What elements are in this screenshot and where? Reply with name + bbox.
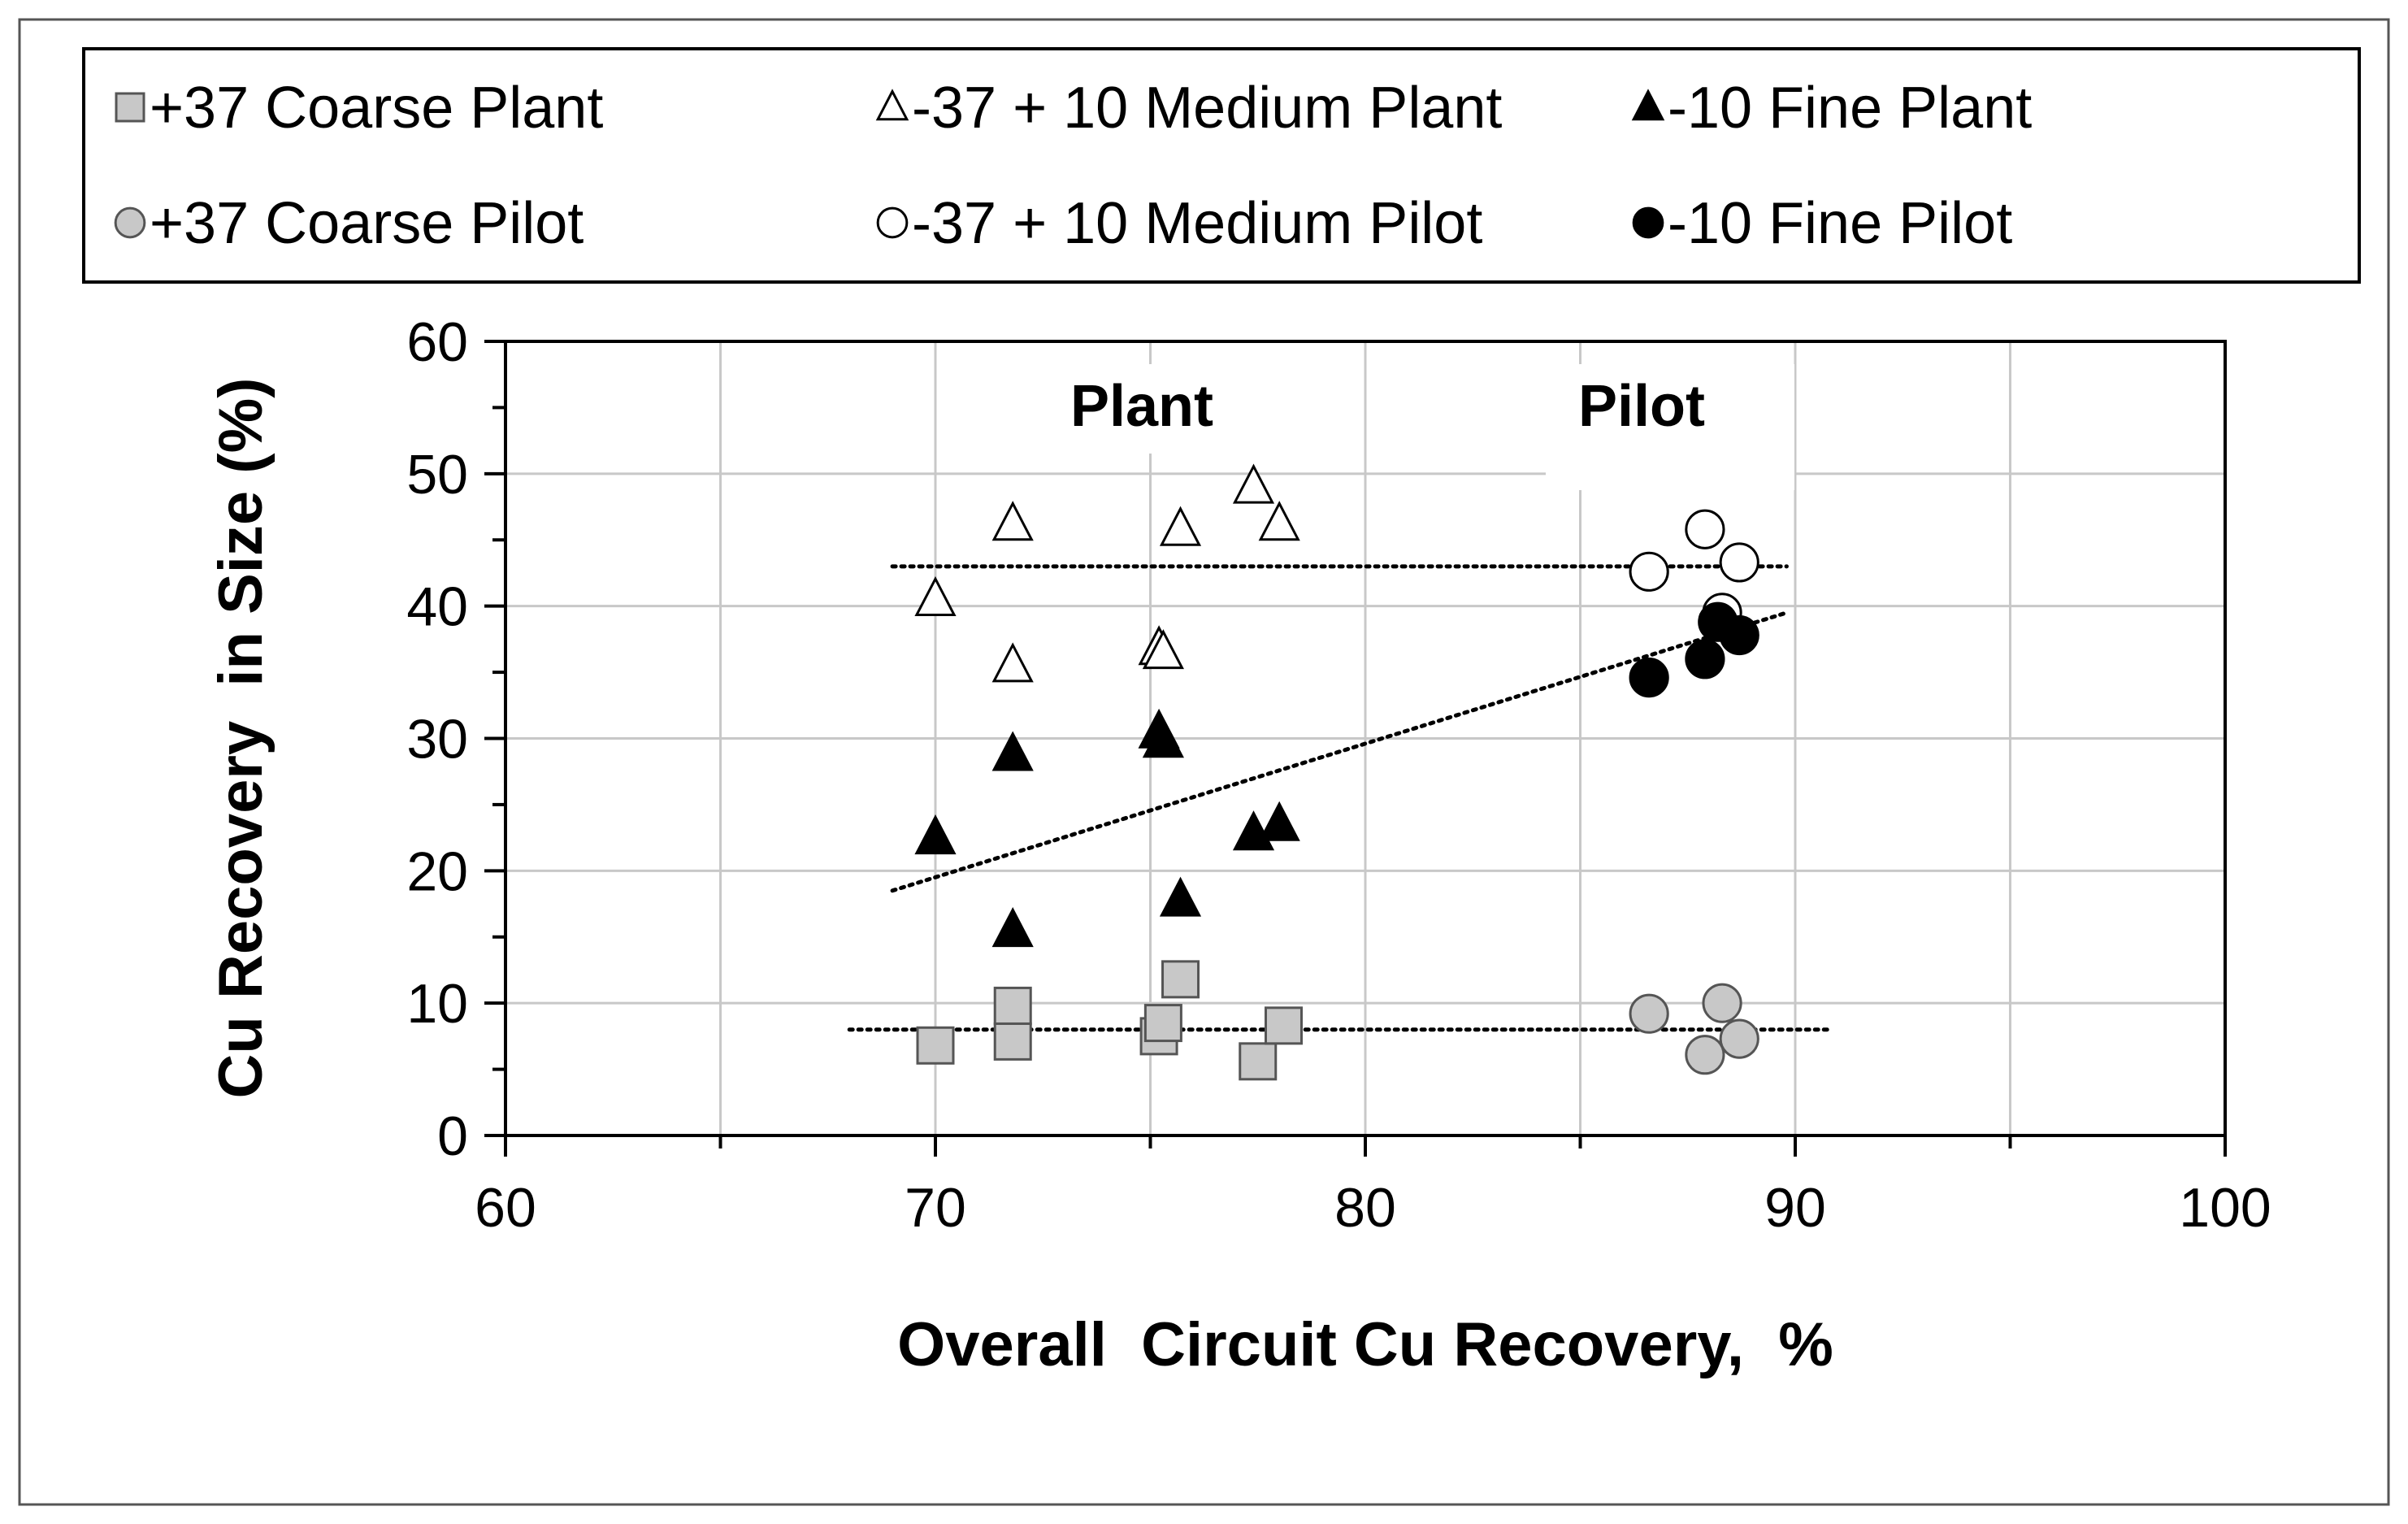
- y-tick-label: 60: [406, 311, 468, 373]
- plant-label: Plant: [1070, 374, 1213, 439]
- legend-marker-minus37-plus-10-medium-pilot: [876, 206, 909, 239]
- x-tick-label: 100: [2179, 1177, 2271, 1239]
- minus37-plus-10-medium-plant-point: [1258, 501, 1300, 541]
- legend-marker-plus37-coarse-pilot: [114, 206, 146, 239]
- plus37-coarse-plant-point: [1161, 960, 1200, 999]
- legend-box: [82, 47, 2361, 284]
- minus10-fine-plant-point: [991, 731, 1034, 771]
- legend-label-minus37-plus-10-medium-pilot: -37 + 10 Medium Pilot: [912, 191, 1482, 256]
- plot-area: [504, 340, 2227, 1137]
- minus10-fine-pilot-point: [1685, 639, 1725, 680]
- minus10-fine-plant-point: [914, 814, 957, 855]
- y-tick-label: 0: [437, 1105, 468, 1167]
- minus37-plus-10-medium-plant-point: [1142, 629, 1184, 670]
- x-tick-label: 60: [475, 1177, 536, 1239]
- x-tick-label: 90: [1764, 1177, 1826, 1239]
- minus10-fine-plant-point: [991, 907, 1034, 948]
- plus37-coarse-pilot-point: [1702, 983, 1742, 1023]
- legend-label-minus10-fine-pilot: -10 Fine Pilot: [1668, 191, 2012, 256]
- plus37-coarse-pilot-point: [1629, 993, 1669, 1034]
- x-tick-label: 70: [905, 1177, 966, 1239]
- legend-marker-plus37-coarse-plant: [115, 92, 145, 123]
- legend-label-plus37-coarse-pilot: +37 Coarse Pilot: [150, 191, 584, 256]
- x-axis-title: Overall Circuit Cu Recovery, %: [897, 1310, 1833, 1379]
- y-tick-label: 10: [406, 973, 468, 1035]
- minus37-plus-10-medium-plant-point: [991, 501, 1034, 541]
- legend-marker-minus10-fine-pilot: [1632, 206, 1664, 239]
- legend: +37 Coarse Plant -37 + 10 Medium Plant -10…: [82, 47, 2361, 284]
- minus10-fine-plant-point: [1258, 801, 1300, 841]
- minus37-plus-10-medium-plant-point: [991, 642, 1034, 683]
- axis-ticks: [484, 340, 2227, 1157]
- y-tick-label: 50: [406, 444, 468, 506]
- minus10-fine-pilot-point: [1629, 657, 1669, 698]
- plant-label-bg: [1020, 364, 1280, 454]
- legend-marker-minus10-fine-plant: [1631, 89, 1665, 121]
- plus37-coarse-pilot-point: [1719, 1018, 1759, 1059]
- y-axis-title: Cu Recovery in Size (%): [206, 378, 276, 1099]
- data-points: [914, 463, 1759, 1081]
- legend-label-minus10-fine-plant: -10 Fine Plant: [1668, 76, 2032, 141]
- pilot-label: Pilot: [1578, 374, 1705, 439]
- plus37-coarse-pilot-point: [1685, 1035, 1725, 1075]
- minus10-fine-pilot-point: [1719, 614, 1759, 656]
- axis-tick-labels: 0 10 20 30 40 50 60 60 70 80 90 100: [406, 311, 2271, 1239]
- minus37-plus-10-medium-plant-point: [914, 575, 957, 616]
- pilot-label-bg: [1546, 364, 1794, 490]
- minus37-plus-10-medium-pilot-point: [1629, 551, 1669, 592]
- minus37-plus-10-medium-plant-point: [1159, 506, 1202, 546]
- minus37-plus-10-medium-pilot-point: [1719, 542, 1759, 583]
- plus37-coarse-plant-point: [993, 986, 1032, 1025]
- plus37-coarse-plant-point: [1264, 1006, 1303, 1045]
- y-tick-label: 30: [406, 709, 468, 771]
- plus37-coarse-plant-point: [993, 1022, 1032, 1061]
- y-tick-label: 40: [406, 576, 468, 638]
- plus37-coarse-plant-point: [916, 1026, 955, 1065]
- y-tick-label: 20: [406, 840, 468, 902]
- plus37-coarse-plant-point: [1239, 1042, 1278, 1081]
- legend-items: +37 Coarse Plant -37 + 10 Medium Plant -10…: [114, 76, 2032, 256]
- minus37-plus-10-medium-plant-point: [1232, 463, 1275, 504]
- minus10-fine-plant-point: [1159, 876, 1202, 917]
- fine-trend-line: [890, 610, 1789, 893]
- legend-marker-minus37-plus-10-medium-plant: [875, 89, 909, 121]
- legend-label-minus37-plus-10-medium-plant: -37 + 10 Medium Plant: [912, 76, 1502, 141]
- minus10-fine-plant-point: [1142, 718, 1184, 758]
- x-tick-label: 80: [1334, 1177, 1396, 1239]
- minus37-plus-10-medium-pilot-point: [1685, 509, 1725, 549]
- plus37-coarse-plant-point: [1143, 1004, 1182, 1043]
- legend-label-plus37-coarse-plant: +37 Coarse Plant: [150, 76, 603, 141]
